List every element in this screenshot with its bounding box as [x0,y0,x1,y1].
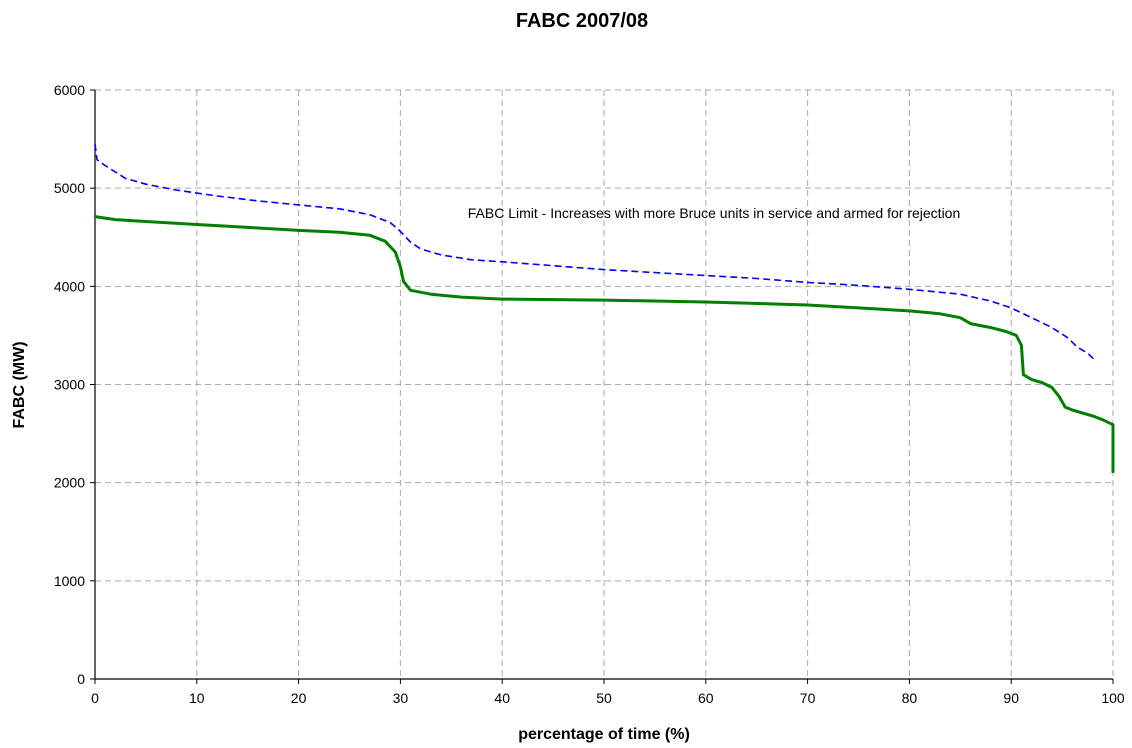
x-tick-label: 0 [91,690,99,706]
y-axis-label: FABC (MW) [11,341,28,428]
fabc-line [94,215,1115,473]
x-tick-label: 20 [291,690,307,706]
x-tick-label: 60 [698,690,714,706]
grid [95,89,1114,679]
x-tick-label: 40 [494,690,510,706]
y-tick-label: 1000 [54,573,85,589]
series-lines [94,143,1115,473]
y-tick-label: 6000 [54,82,85,98]
x-axis-label: percentage of time (%) [518,726,690,743]
chart-title: FABC 2007/08 [516,10,648,32]
y-tick-label: 0 [77,671,85,687]
x-tick-label: 90 [1003,690,1019,706]
y-tick-label: 2000 [54,475,85,491]
x-tick-label: 80 [902,690,918,706]
y-tick-label: 3000 [54,377,85,393]
x-tick-label: 70 [800,690,816,706]
x-tick-label: 30 [393,690,409,706]
axes [90,89,1114,684]
y-tick-label: 4000 [54,278,85,294]
chart-annotation: FABC Limit - Increases with more Bruce u… [468,205,961,221]
x-tick-label: 50 [596,690,612,706]
x-tick-label: 100 [1101,690,1125,706]
x-tick-label: 10 [189,690,205,706]
tick-labels: 0 1000 2000 3000 4000 5000 6000 0 10 20 30 40 50 60 70… [54,82,1125,706]
fabc-limit-line [94,143,1096,361]
y-tick-label: 5000 [54,180,85,196]
